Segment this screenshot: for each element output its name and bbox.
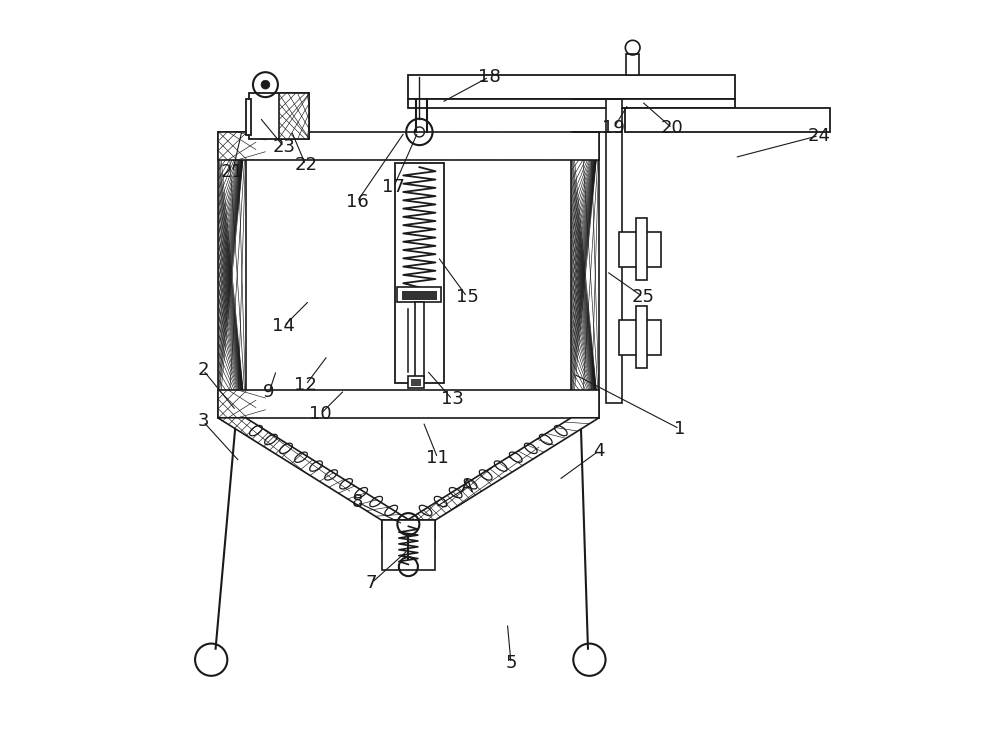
Polygon shape (407, 418, 599, 520)
Text: 22: 22 (294, 156, 317, 174)
Text: 7: 7 (366, 574, 377, 592)
Bar (415, 302, 424, 379)
Text: 14: 14 (272, 317, 295, 335)
Bar (246, 100, 251, 136)
Circle shape (261, 80, 270, 89)
PathPatch shape (218, 418, 410, 520)
Text: 17: 17 (382, 178, 405, 196)
Text: 15: 15 (456, 288, 478, 306)
Bar (571, 132, 599, 418)
Bar (619, 232, 661, 267)
PathPatch shape (382, 520, 435, 540)
Bar (395, 163, 444, 383)
Bar (626, 54, 639, 75)
Bar (279, 93, 309, 139)
PathPatch shape (279, 93, 309, 139)
Polygon shape (218, 418, 410, 520)
PathPatch shape (218, 132, 246, 418)
Text: 20: 20 (661, 119, 684, 137)
Text: 2: 2 (197, 361, 209, 379)
Bar (408, 376, 424, 388)
Bar (382, 520, 435, 570)
PathPatch shape (407, 418, 599, 520)
Text: 8: 8 (351, 493, 363, 511)
Text: 11: 11 (426, 449, 449, 467)
Text: 19: 19 (602, 119, 625, 137)
Text: 1: 1 (674, 420, 685, 438)
Text: 25: 25 (631, 288, 654, 306)
PathPatch shape (218, 132, 599, 160)
Bar (606, 99, 622, 403)
Text: A: A (461, 479, 473, 496)
Bar (249, 93, 309, 139)
Text: 10: 10 (309, 405, 332, 423)
Bar (411, 379, 421, 386)
Bar (397, 287, 441, 302)
Text: 3: 3 (197, 413, 209, 430)
Text: 12: 12 (294, 376, 317, 394)
Bar (246, 160, 571, 390)
Bar (625, 108, 830, 132)
PathPatch shape (571, 132, 599, 418)
Text: 21: 21 (221, 163, 244, 181)
Text: 13: 13 (441, 391, 464, 408)
Bar (636, 306, 647, 368)
Bar (619, 320, 661, 355)
Bar (218, 390, 599, 418)
Text: 18: 18 (478, 68, 500, 86)
Bar (408, 75, 735, 99)
Bar (402, 291, 437, 300)
PathPatch shape (218, 390, 599, 418)
Bar (636, 218, 647, 280)
Text: 9: 9 (263, 383, 275, 401)
Bar (218, 132, 599, 160)
Bar (382, 520, 435, 540)
Text: 4: 4 (593, 442, 605, 460)
Text: 24: 24 (807, 127, 830, 144)
Bar (408, 99, 735, 108)
Text: 5: 5 (505, 655, 517, 672)
Text: 23: 23 (272, 138, 295, 155)
Bar (218, 132, 246, 418)
Text: 16: 16 (346, 193, 368, 210)
